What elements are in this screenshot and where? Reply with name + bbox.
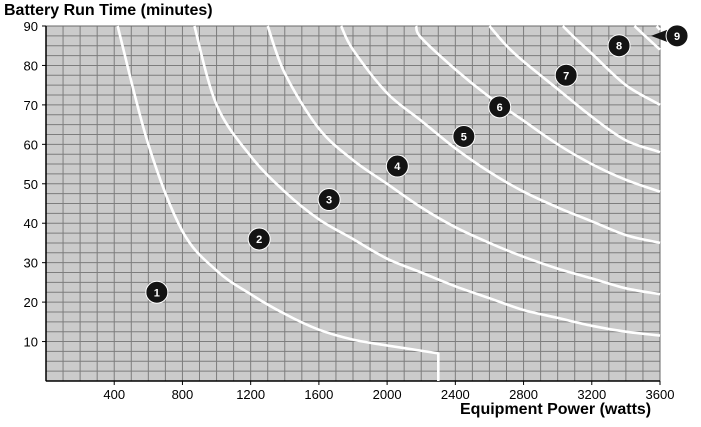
marker-label-5: 5 [461,131,467,143]
y-tick-label: 50 [24,177,38,192]
y-tick-label: 90 [24,19,38,34]
marker-label-2: 2 [256,234,262,246]
y-tick-label: 60 [24,137,38,152]
marker-label-4: 4 [394,161,401,173]
marker-7 [554,63,578,87]
curve-7 [561,25,661,107]
y-tick-label: 10 [24,335,38,350]
curve-2 [193,25,661,337]
tick-labels: 400 800 1200 1600 2000 2400 2800 3200 3600 10 20 30… [24,19,675,402]
marker-4 [385,154,409,178]
x-tick-label: 3600 [646,387,675,402]
marker-label-7: 7 [563,70,569,82]
curve-1 [116,25,440,381]
y-tick-label: 20 [24,295,38,310]
curve-4 [339,25,661,245]
marker-label-9: 9 [674,31,680,43]
curves [116,25,661,381]
curve-3 [266,25,661,296]
marker-6 [488,95,512,119]
x-tick-label: 800 [172,387,194,402]
marker-9-arrow [651,29,668,42]
y-tick-label: 30 [24,256,38,271]
x-tick-label: 2000 [373,387,402,402]
y-tick-label: 40 [24,216,38,231]
marker-label-6: 6 [497,102,503,114]
y-tick-label: 70 [24,98,38,113]
x-tick-label: 1600 [304,387,333,402]
x-tick-label: 400 [103,387,125,402]
x-tick-label: 1200 [236,387,265,402]
marker-8 [607,34,631,58]
x-tick-label: 2400 [441,387,470,402]
marker-label-1: 1 [154,287,160,299]
markers: 1 2 3 4 5 6 7 8 9 [145,24,689,304]
curve-6 [488,25,661,154]
marker-1 [145,280,169,304]
curve-8 [633,25,661,51]
marker-9 [665,24,689,48]
x-axis-label: Equipment Power (watts) [460,401,652,418]
x-tick-label: 2800 [509,387,538,402]
axes [45,25,661,382]
y-tick-label: 80 [24,58,38,73]
marker-label-8: 8 [616,41,622,53]
marker-label-3: 3 [326,195,332,207]
curve-9 [655,25,661,31]
marker-2 [247,227,271,251]
chart-title: Battery Run Time (minutes) [4,2,213,19]
marker-3 [317,188,341,212]
x-tick-label: 3200 [577,387,606,402]
marker-5 [452,124,476,148]
curve-5 [414,25,661,193]
